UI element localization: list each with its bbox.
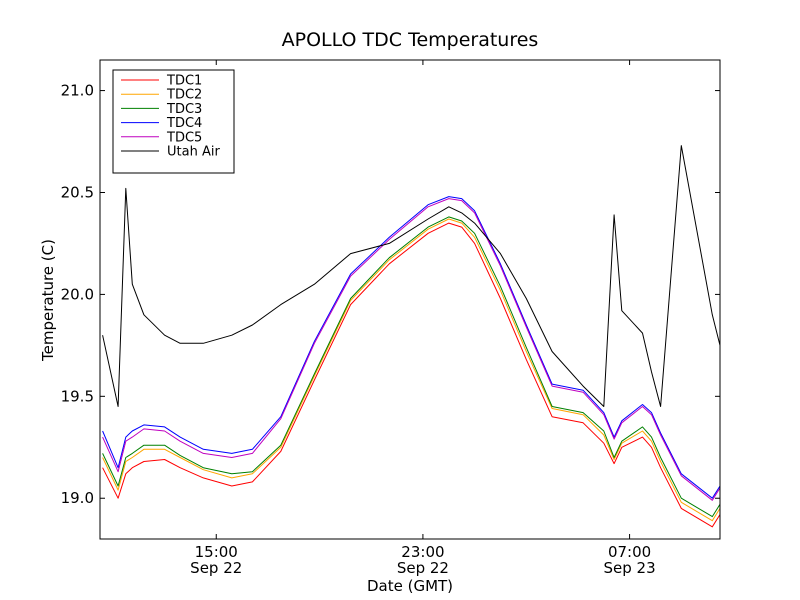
legend-label-tdc5: TDC5	[166, 130, 202, 145]
y-tick-label: 20.0	[61, 285, 94, 303]
series-line-tdc3	[102, 216, 721, 518]
chart-title: APOLLO TDC Temperatures	[282, 29, 539, 51]
legend-label-tdc2: TDC2	[166, 88, 202, 103]
x-tick-label: 07:00	[608, 543, 651, 561]
x-axis-title: Date (GMT)	[367, 577, 453, 595]
x-tick-date-label: Sep 23	[604, 559, 656, 577]
y-axis-title: Temperature (C)	[39, 239, 57, 362]
plot-area	[102, 145, 721, 528]
legend-label-tdc1: TDC1	[166, 74, 202, 89]
plot-frame	[99, 59, 721, 540]
y-tick-label: 20.5	[61, 183, 94, 201]
y-tick-label: 19.5	[61, 387, 94, 405]
legend-label-tdc4: TDC4	[166, 116, 202, 131]
x-tick-label: 15:00	[195, 543, 238, 561]
y-tick-label: 19.0	[61, 489, 94, 507]
series-line-tdc4	[102, 196, 721, 499]
x-tick-date-label: Sep 22	[397, 559, 449, 577]
x-tick-label: 23:00	[401, 543, 444, 561]
series-line-utah-air	[102, 145, 721, 407]
series-line-tdc1	[102, 222, 721, 528]
y-tick-label: 21.0	[61, 82, 94, 100]
legend-box	[112, 69, 235, 174]
series-line-tdc2	[102, 218, 721, 522]
x-tick-date-label: Sep 22	[190, 559, 242, 577]
series-line-tdc5	[102, 198, 721, 501]
legend-label-utah-air: Utah Air	[167, 145, 220, 160]
legend-label-tdc3: TDC3	[166, 102, 202, 117]
